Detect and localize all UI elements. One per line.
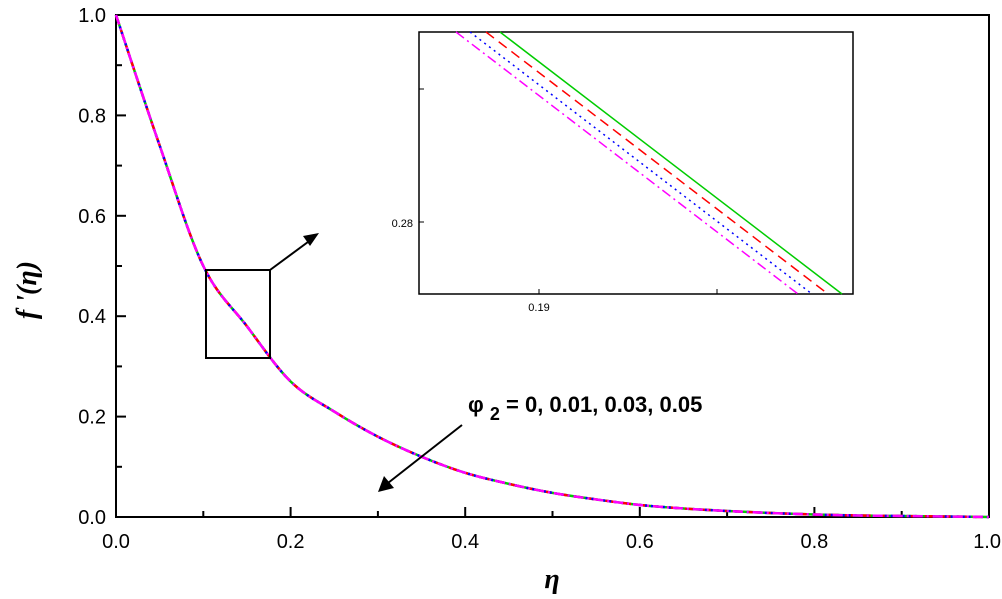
y-tick-label: 0.6 [78,206,106,228]
parameter-annotation: φ 2 = 0, 0.01, 0.03, 0.05 [468,392,702,425]
y-tick-label: 0.2 [78,407,106,429]
x-tick-label: 0.4 [451,531,479,553]
y-tick-label: 0.4 [78,306,106,328]
x-tick-label: 0.0 [102,531,130,553]
inset-frame [418,31,854,295]
inset-panel: 0.19 0.28 [392,31,854,314]
annotation-arrow-head [378,476,394,492]
series-lines [114,14,990,519]
annotation-arrow-line [387,424,463,484]
x-axis-title: η [544,564,559,595]
inset-y-tick-label: 0.28 [392,218,413,230]
x-tick-label: 1.0 [973,531,1001,553]
y-tick-label: 1.0 [78,5,106,27]
parameter-values: = 0, 0.01, 0.03, 0.05 [506,392,702,417]
y-tick-label: 0.0 [78,507,106,529]
x-tick-label: 0.8 [800,531,828,553]
x-axis-ticks [115,507,990,517]
series-line-4 [114,14,990,519]
y-axis-ticks [116,14,126,518]
parameter-subscript: 2 [490,404,500,424]
x-tick-label: 0.6 [626,531,654,553]
inset-series-line-1 [499,31,843,295]
inset-x-tick-label: 0.19 [528,302,549,314]
inset-series-line-4 [455,31,799,295]
zoom-arrow-head [303,233,319,246]
inset-series-line-2 [485,31,829,295]
y-axis-title: f '(η) [12,261,43,319]
zoom-arrow-line [269,238,313,271]
x-tick-labels: 0.0 0.2 0.4 0.6 0.8 1.0 [102,531,1001,553]
y-tick-label: 0.8 [78,105,106,127]
y-tick-labels: 0.0 0.2 0.4 0.6 0.8 1.0 [78,5,106,529]
inset-ticks [419,88,718,294]
inset-series-lines [455,31,843,295]
zoom-box [205,269,271,359]
parameter-symbol: φ [468,392,484,417]
x-tick-label: 0.2 [277,531,305,553]
